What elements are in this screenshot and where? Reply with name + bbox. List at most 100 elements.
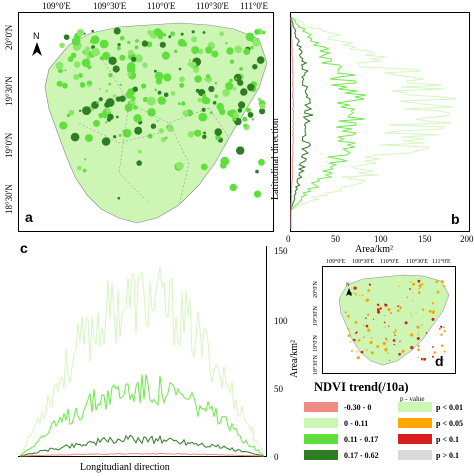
vegetation-patch (108, 82, 112, 86)
significance-dot (383, 321, 386, 324)
significance-dot (421, 283, 424, 286)
vegetation-patch (147, 30, 153, 35)
significance-dot (440, 344, 444, 347)
significance-dot (406, 296, 409, 299)
significance-dot (345, 311, 347, 313)
vegetation-patch (137, 149, 142, 154)
vegetation-patch (188, 59, 192, 62)
vegetation-patch (161, 51, 170, 60)
vegetation-patch (99, 39, 109, 49)
vegetation-patch (134, 54, 143, 63)
panel-b-xlabel: Area/km² (355, 244, 393, 255)
vegetation-patch (93, 119, 100, 127)
significance-dot (363, 336, 365, 338)
vegetation-patch (82, 106, 91, 115)
significance-dot (397, 285, 400, 287)
panel-c-ytick: 150 (274, 246, 288, 256)
vegetation-patch (98, 112, 104, 119)
vegetation-patch (238, 101, 246, 109)
vegetation-patch (239, 67, 244, 71)
significance-dot (443, 285, 446, 288)
significance-dot (379, 307, 382, 310)
vegetation-patch (209, 111, 213, 115)
vegetation-patch (204, 77, 207, 81)
vegetation-patch (170, 91, 176, 96)
vegetation-patch (105, 98, 115, 107)
panel-c-xlabel: Longitudianl direction (80, 462, 170, 473)
vegetation-patch (119, 95, 126, 102)
significance-dot (423, 357, 427, 361)
vegetation-patch (116, 115, 119, 119)
significance-dot (422, 308, 425, 311)
lon-tick: 109°30'E (93, 1, 127, 11)
significance-dot (366, 349, 368, 351)
vegetation-patch (243, 123, 248, 128)
pvalue-swatch (398, 450, 432, 460)
vegetation-patch (115, 96, 122, 102)
vegetation-patch (237, 108, 243, 113)
vegetation-patch (71, 36, 81, 46)
vegetation-patch (127, 40, 131, 45)
vegetation-patch (147, 133, 153, 139)
vegetation-patch (90, 39, 95, 44)
vegetation-patch (191, 46, 200, 55)
latitudinal-series-line (290, 16, 456, 229)
vegetation-patch (226, 47, 234, 55)
vegetation-patch (259, 103, 266, 110)
significance-dot (356, 351, 358, 353)
lat-tick: 19°30'N (4, 76, 14, 106)
vegetation-patch (242, 116, 248, 122)
vegetation-patch (170, 31, 175, 36)
significance-dot (418, 343, 420, 345)
significance-dot (385, 338, 388, 341)
vegetation-patch (255, 169, 259, 174)
significance-dot (416, 337, 420, 340)
vegetation-patch (247, 112, 254, 118)
vegetation-patch (82, 50, 85, 54)
vegetation-patch (103, 115, 107, 119)
significance-dot (346, 314, 350, 318)
vegetation-patch (177, 38, 186, 47)
panel-b-letter: b (451, 211, 460, 227)
significance-dot (410, 346, 414, 350)
significance-dot (417, 345, 420, 347)
significance-dot (422, 358, 424, 360)
d-lon-tick: 110°0'E (380, 259, 399, 265)
significance-dot (442, 359, 445, 361)
significance-dot (425, 332, 428, 334)
significance-dot (388, 325, 390, 327)
pvalue-label: p > 0.1 (436, 451, 460, 460)
vegetation-patch (220, 156, 230, 166)
lon-tick: 109°0'E (42, 1, 71, 11)
vegetation-patch (66, 113, 71, 118)
vegetation-patch (56, 80, 63, 87)
d-lat-tick: 19°0'N (313, 335, 319, 352)
significance-dot (387, 352, 389, 355)
north-label: N (33, 31, 40, 41)
vegetation-patch (174, 49, 178, 54)
significance-dot (418, 356, 420, 358)
d-lat-tick: 20°0'N (313, 281, 319, 298)
vegetation-patch (180, 32, 184, 36)
pvalue-swatch (398, 434, 432, 444)
significance-dot (435, 280, 439, 284)
vegetation-patch (245, 32, 255, 42)
significance-dot (412, 300, 414, 302)
lon-tick: 110°30'E (196, 1, 229, 11)
significance-dot (384, 326, 386, 328)
significance-dot (432, 355, 434, 358)
significance-dot (376, 345, 380, 348)
vegetation-patch (79, 109, 82, 113)
significance-dot (349, 341, 351, 343)
legend-title: NDVI trend(/10a) (314, 380, 409, 394)
significance-dot (399, 340, 401, 342)
significance-dot (431, 302, 435, 305)
vegetation-patch (191, 30, 195, 34)
pvalue-label: p < 0.1 (436, 435, 460, 444)
vegetation-patch (86, 55, 91, 60)
significance-dot (347, 334, 351, 337)
vegetation-patch (202, 134, 207, 139)
vegetation-patch (236, 146, 245, 155)
vegetation-patch (215, 134, 221, 141)
significance-dot (367, 313, 370, 316)
